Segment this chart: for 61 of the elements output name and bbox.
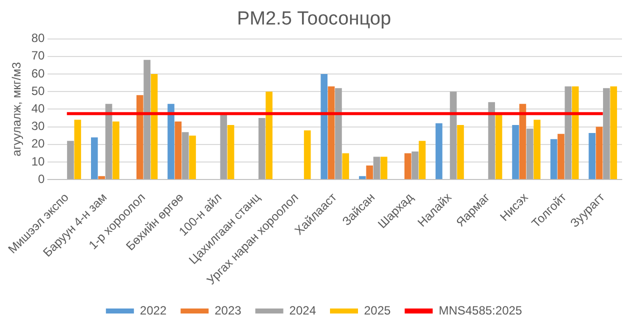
bar xyxy=(564,86,572,180)
bar xyxy=(67,140,74,180)
y-tick-label: 40 xyxy=(31,102,46,116)
legend-label: 2022 xyxy=(140,303,167,318)
bar xyxy=(266,92,272,180)
y-tick-label: 0 xyxy=(38,172,46,186)
legend-label: 2023 xyxy=(214,303,242,318)
chart-title: PM2.5 Тоосонцор xyxy=(236,8,392,30)
bar xyxy=(404,153,412,180)
y-tick-label: 50 xyxy=(31,84,46,98)
bar xyxy=(358,176,366,180)
bar xyxy=(150,74,158,180)
legend-label: 2025 xyxy=(364,303,392,318)
bar xyxy=(526,128,534,180)
bar xyxy=(450,92,457,180)
y-tick-label: 10 xyxy=(31,154,46,168)
bar xyxy=(258,118,266,180)
legend-label: MNS4585:2025 xyxy=(438,303,522,318)
bar xyxy=(418,140,426,180)
bar xyxy=(304,130,311,180)
bar xyxy=(380,156,388,180)
bar xyxy=(558,134,564,180)
bar xyxy=(373,156,380,180)
y-tick-label: 80 xyxy=(31,31,46,46)
bar xyxy=(182,132,189,180)
bar xyxy=(328,86,335,180)
bar xyxy=(136,95,144,180)
bar xyxy=(105,104,112,180)
bar xyxy=(512,125,519,180)
bar xyxy=(90,137,98,180)
bar xyxy=(227,125,234,180)
bar xyxy=(457,125,464,180)
bar xyxy=(98,176,105,180)
bar xyxy=(342,153,350,180)
y-tick-label: 60 xyxy=(31,66,46,80)
bar xyxy=(320,74,328,180)
bar xyxy=(519,104,526,180)
bar xyxy=(534,120,540,180)
bar xyxy=(366,166,373,180)
bar xyxy=(168,104,174,180)
bar xyxy=(596,126,603,180)
bar xyxy=(220,114,228,180)
y-axis-title: агуулалж, мкг/м3 xyxy=(10,62,24,156)
bar xyxy=(335,88,342,180)
bar xyxy=(588,132,596,180)
bar xyxy=(74,120,82,180)
bar xyxy=(603,88,610,180)
bar xyxy=(412,151,418,180)
bar xyxy=(610,86,618,180)
y-tick-label: 20 xyxy=(31,136,46,151)
bar xyxy=(112,122,120,180)
bar xyxy=(488,102,496,180)
bar xyxy=(174,122,182,180)
bar xyxy=(550,139,558,180)
y-tick-label: 30 xyxy=(31,119,46,134)
y-tick-label: 70 xyxy=(31,48,46,63)
bar xyxy=(144,60,150,180)
bar xyxy=(189,136,196,180)
bar xyxy=(436,123,442,180)
bar xyxy=(572,86,579,180)
legend-label: 2024 xyxy=(289,303,316,318)
